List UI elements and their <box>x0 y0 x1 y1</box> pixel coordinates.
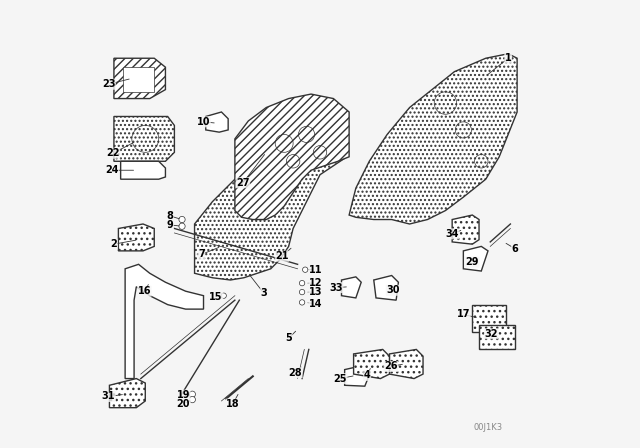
Text: 19: 19 <box>177 390 190 400</box>
Text: 34: 34 <box>445 229 459 239</box>
Text: 21: 21 <box>275 251 289 261</box>
Polygon shape <box>114 116 174 161</box>
Circle shape <box>300 300 305 305</box>
Circle shape <box>179 223 185 229</box>
Text: 20: 20 <box>177 399 190 409</box>
Polygon shape <box>463 246 488 271</box>
Circle shape <box>179 216 185 223</box>
Polygon shape <box>374 276 398 300</box>
Text: 12: 12 <box>308 278 323 288</box>
Text: 6: 6 <box>511 244 518 254</box>
Polygon shape <box>345 365 371 386</box>
Text: 27: 27 <box>236 178 250 188</box>
Bar <box>472 305 506 332</box>
Text: 25: 25 <box>333 374 347 383</box>
Text: 2: 2 <box>111 239 117 249</box>
Text: 10: 10 <box>196 117 211 127</box>
Text: 5: 5 <box>285 333 292 343</box>
Text: 28: 28 <box>289 368 302 378</box>
Text: 1: 1 <box>505 53 511 63</box>
Bar <box>479 325 515 349</box>
Polygon shape <box>342 277 361 298</box>
Text: 14: 14 <box>308 299 323 309</box>
Text: 16: 16 <box>138 286 151 296</box>
Polygon shape <box>195 121 347 280</box>
Circle shape <box>303 267 308 272</box>
Polygon shape <box>452 215 479 244</box>
Text: 22: 22 <box>106 148 120 158</box>
Polygon shape <box>121 161 165 179</box>
Polygon shape <box>235 94 349 220</box>
Text: 23: 23 <box>102 79 115 89</box>
Text: 15: 15 <box>209 292 223 302</box>
Polygon shape <box>109 379 145 408</box>
Text: 30: 30 <box>387 285 400 295</box>
Text: 11: 11 <box>308 265 323 275</box>
Circle shape <box>189 391 195 397</box>
Text: 29: 29 <box>465 257 479 267</box>
Text: 31: 31 <box>102 392 115 401</box>
Polygon shape <box>389 349 423 379</box>
Text: 9: 9 <box>166 220 173 230</box>
Text: 17: 17 <box>456 310 470 319</box>
Polygon shape <box>125 264 204 379</box>
Text: 26: 26 <box>384 362 397 371</box>
Circle shape <box>300 289 305 295</box>
Text: 00J1K3: 00J1K3 <box>474 423 502 432</box>
Circle shape <box>189 396 195 403</box>
Polygon shape <box>349 54 517 224</box>
Text: 13: 13 <box>308 287 323 297</box>
Text: 18: 18 <box>226 399 239 409</box>
Circle shape <box>300 280 305 286</box>
Text: 8: 8 <box>166 211 173 221</box>
Polygon shape <box>114 58 165 99</box>
Polygon shape <box>353 349 389 379</box>
Bar <box>123 67 154 92</box>
Polygon shape <box>206 112 228 132</box>
Text: 7: 7 <box>198 250 205 259</box>
Text: 24: 24 <box>105 165 118 175</box>
Text: 3: 3 <box>260 289 268 298</box>
Polygon shape <box>118 224 154 251</box>
Circle shape <box>221 293 227 298</box>
Text: 32: 32 <box>484 329 498 339</box>
Text: 33: 33 <box>330 283 343 293</box>
Text: 4: 4 <box>364 370 371 380</box>
